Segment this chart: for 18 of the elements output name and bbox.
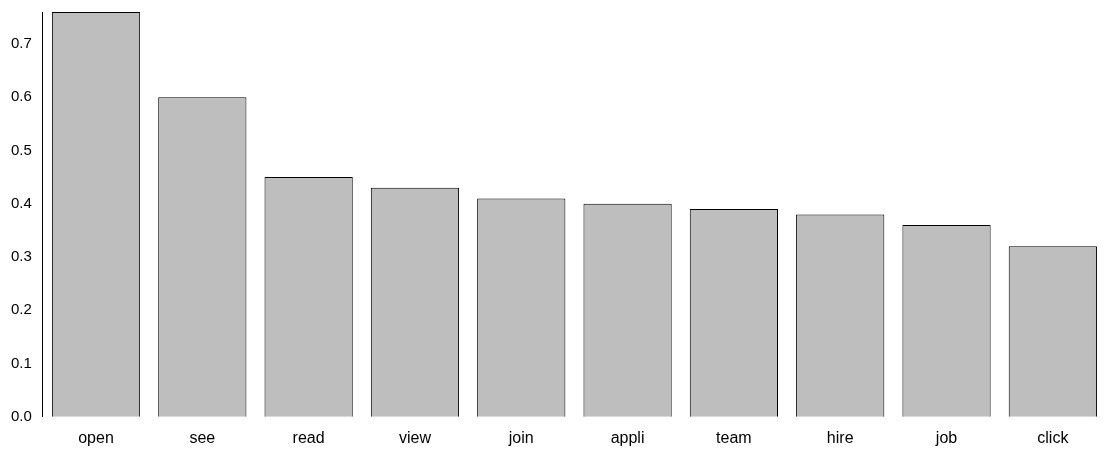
x-tick-label: view [398,428,432,446]
y-tick-label: 0.5 [10,140,32,158]
y-tick-label: 0.0 [10,406,32,424]
x-tick-label: team [716,428,752,446]
y-tick-label: 0.3 [10,247,32,265]
x-tick-label: click [1037,428,1070,446]
x-tick-label: appli [610,428,645,446]
x-tick-label: hire [826,428,854,446]
y-tick-label: 0.4 [10,193,32,211]
x-tick-label: job [934,428,958,446]
y-tick-label: 0.6 [10,87,32,105]
y-tick-label: 0.2 [10,300,32,318]
y-tick-label: 0.7 [10,34,32,52]
x-tick-label: join [507,428,534,446]
x-tick-label: open [78,428,114,446]
x-tick-label: read [292,428,325,446]
y-tick-label: 0.1 [10,353,32,371]
x-tick-label: see [189,428,216,446]
